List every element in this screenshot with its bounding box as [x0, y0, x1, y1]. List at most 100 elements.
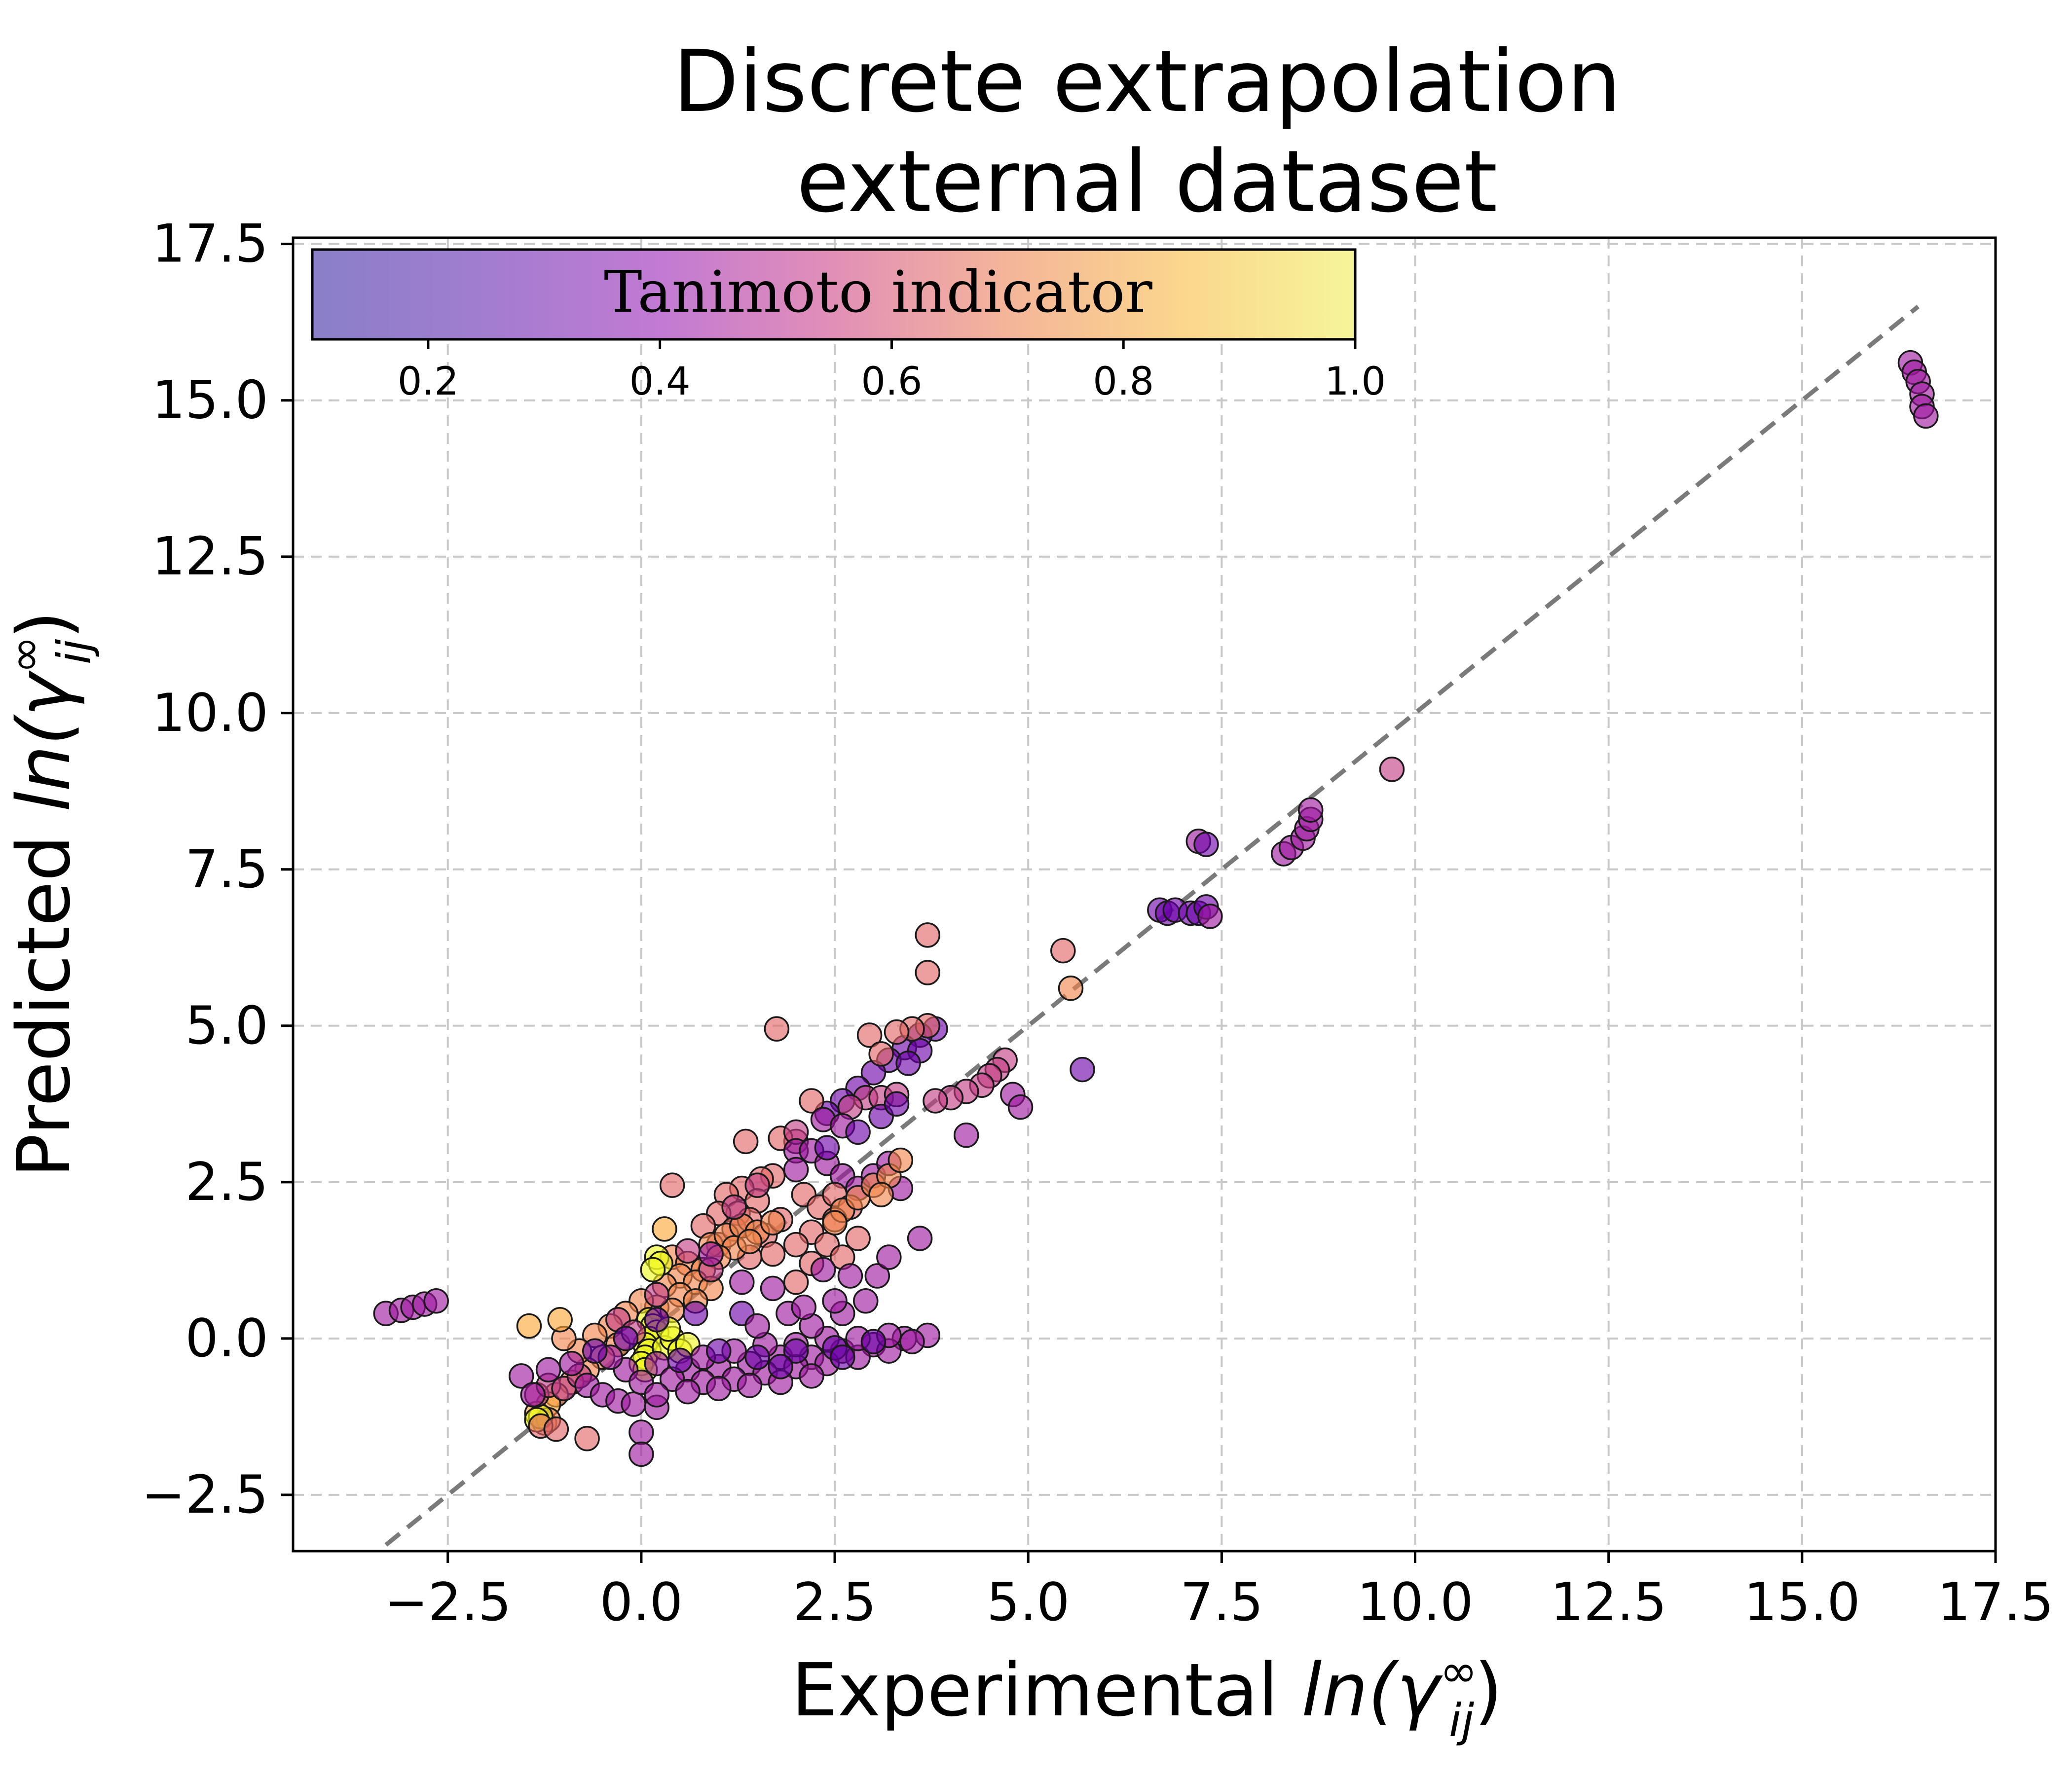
data-point	[915, 960, 941, 985]
data-point	[744, 1172, 770, 1198]
data-point	[953, 1122, 979, 1148]
data-point	[516, 1313, 542, 1339]
colorbar-tick-label: 0.4	[629, 360, 691, 404]
x-axis-label-math: ln(γ	[1301, 1648, 1443, 1733]
data-point	[733, 1128, 759, 1155]
data-point	[837, 1263, 863, 1289]
chart-title-line-1: Discrete extrapolation	[673, 32, 1621, 131]
data-point	[682, 1301, 708, 1326]
y-axis-label-sup: ∞	[0, 636, 51, 674]
y-tick-label: 7.5	[185, 839, 268, 900]
x-axis-label-sup: ∞	[1440, 1645, 1478, 1698]
data-point	[737, 1373, 763, 1398]
y-tick-label: −2.5	[142, 1464, 268, 1525]
data-point	[915, 922, 941, 948]
y-tick-label: 0.0	[185, 1308, 268, 1369]
plot-frame	[292, 236, 1997, 1553]
data-point	[799, 1088, 824, 1114]
data-point	[760, 1210, 786, 1235]
colorbar-tick-label: 0.8	[1093, 360, 1154, 404]
data-point	[860, 1329, 887, 1354]
data-point	[652, 1216, 677, 1242]
data-point	[868, 1041, 894, 1067]
data-point	[1007, 1094, 1034, 1120]
data-point	[744, 1313, 770, 1339]
data-point	[822, 1210, 848, 1235]
x-tick-label: 2.5	[793, 1572, 877, 1633]
data-point	[640, 1257, 666, 1283]
data-point	[423, 1288, 449, 1314]
data-point	[1193, 832, 1219, 857]
data-point	[923, 1088, 948, 1114]
x-tick-label: −2.5	[384, 1572, 511, 1633]
data-point	[629, 1441, 654, 1467]
data-point	[783, 1269, 809, 1295]
data-point	[520, 1382, 546, 1408]
data-point	[629, 1419, 654, 1445]
axis-ticks: −2.5 0.0 2.5 5.0 7.5 10.0 12.5 15.0 17.5 −2.5 0.0 2…	[142, 214, 2054, 1633]
svg-text:Predicted ln(γ∞ij): Predicted ln(γ∞ij)	[0, 611, 101, 1178]
data-point	[613, 1326, 639, 1351]
data-point	[799, 1363, 824, 1389]
data-point	[621, 1391, 646, 1417]
data-point	[876, 1244, 902, 1270]
y-tick-label: 12.5	[152, 526, 268, 587]
colorbar-tick-label: 0.2	[398, 360, 459, 404]
data-point	[508, 1363, 534, 1389]
identity-reference-line	[384, 304, 1920, 1547]
data-point	[829, 1344, 855, 1370]
data-point	[907, 1226, 933, 1251]
data-point	[644, 1307, 670, 1333]
x-tick-label: 5.0	[987, 1572, 1070, 1633]
data-point	[783, 1338, 809, 1364]
data-point	[582, 1338, 608, 1364]
data-point	[644, 1382, 670, 1408]
x-axis-label-sub: ij	[1449, 1694, 1475, 1747]
y-axis-label-close: )	[1, 611, 86, 639]
data-point	[814, 1135, 840, 1161]
colorbar-label: Tanimoto indicator	[604, 259, 1152, 326]
data-point	[659, 1172, 685, 1198]
data-point	[729, 1269, 755, 1295]
data-point	[768, 1354, 793, 1379]
data-point	[853, 1288, 879, 1314]
data-point	[558, 1350, 585, 1377]
data-points	[373, 350, 1939, 1467]
y-tick-label: 15.0	[152, 370, 268, 431]
data-point	[1913, 403, 1939, 429]
data-point	[706, 1338, 732, 1364]
chart-title-line-2: external dataset	[797, 132, 1498, 231]
data-point	[535, 1357, 561, 1383]
x-tick-label: 17.5	[1937, 1572, 2054, 1633]
data-point	[737, 1229, 763, 1255]
svg-text:Experimental ln(γ∞ij): Experimental ln(γ∞ ij)	[791, 1645, 1503, 1747]
data-point	[884, 1091, 910, 1117]
data-point	[822, 1288, 848, 1314]
x-tick-label: 15.0	[1744, 1572, 1860, 1633]
data-point	[899, 1329, 925, 1354]
colorbar-gradient	[311, 248, 1357, 341]
data-point	[783, 1157, 809, 1183]
data-point	[543, 1416, 569, 1442]
data-point	[744, 1344, 770, 1370]
data-point	[764, 1016, 790, 1042]
data-point	[547, 1307, 573, 1333]
y-tick-label: 2.5	[185, 1152, 268, 1212]
x-tick-label: 7.5	[1180, 1572, 1263, 1633]
data-point	[1058, 975, 1084, 1001]
y-axis-label-sub: ij	[48, 639, 101, 665]
data-point	[884, 1019, 910, 1045]
data-point	[698, 1241, 724, 1267]
data-point	[1050, 938, 1076, 964]
x-axis-label-close: )	[1474, 1648, 1503, 1733]
x-tick-label: 10.0	[1357, 1572, 1474, 1633]
data-point	[675, 1238, 701, 1264]
grid	[293, 238, 1997, 1551]
data-point	[760, 1275, 786, 1302]
data-point	[868, 1182, 894, 1207]
data-point	[1197, 904, 1223, 929]
colorbar: Tanimoto indicator 0.2 0.4 0.6 0.8 1.0	[311, 248, 1386, 404]
y-axis-label: Predicted ln(γ∞ij)	[0, 611, 101, 1178]
